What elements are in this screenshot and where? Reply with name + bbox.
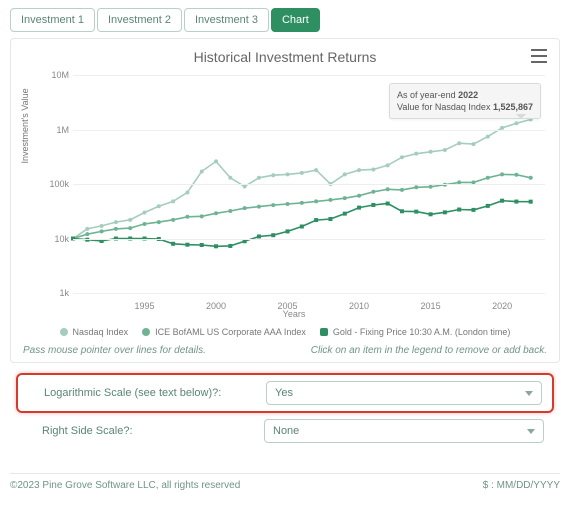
row-right-scale: Right Side Scale?: None (16, 413, 554, 449)
tab-investment-3[interactable]: Investment 3 (184, 8, 269, 32)
x-tick: 2000 (206, 301, 226, 311)
x-tick: 1995 (134, 301, 154, 311)
chart-hints: Pass mouse pointer over lines for detail… (23, 345, 547, 356)
y-tick: 1M (43, 125, 69, 135)
label-log-scale: Logarithmic Scale (see text below)?: (28, 387, 258, 399)
footer-copyright: ©2023 Pine Grove Software LLC, all right… (10, 480, 240, 491)
chevron-down-icon (527, 429, 535, 434)
x-tick: 2015 (421, 301, 441, 311)
row-log-scale: Logarithmic Scale (see text below)?: Yes (16, 373, 554, 413)
hint-left: Pass mouse pointer over lines for detail… (23, 345, 206, 356)
label-right-scale: Right Side Scale?: (26, 425, 256, 437)
chart-legend: Nasdaq Index ICE BofAML US Corporate AAA… (21, 327, 549, 337)
tab-investment-2[interactable]: Investment 2 (97, 8, 182, 32)
y-tick: 1k (43, 288, 69, 298)
legend-item-gold[interactable]: Gold - Fixing Price 10:30 A.M. (London t… (320, 327, 511, 337)
footer-format: $ : MM/DD/YYYY (483, 480, 560, 491)
chart-panel: Historical Investment Returns Investment… (10, 38, 560, 363)
chevron-down-icon (525, 391, 533, 396)
y-tick: 10M (43, 70, 69, 80)
footer: ©2023 Pine Grove Software LLC, all right… (10, 473, 560, 491)
x-tick: 2020 (492, 301, 512, 311)
chart-menu-icon[interactable] (531, 49, 547, 63)
legend-item-ice[interactable]: ICE BofAML US Corporate AAA Index (142, 327, 306, 337)
hint-right: Click on an item in the legend to remove… (311, 345, 547, 356)
chart-area[interactable]: Investment's Value As of year-end 2022 V… (39, 71, 549, 321)
x-tick: 2010 (349, 301, 369, 311)
tab-investment-1[interactable]: Investment 1 (10, 8, 95, 32)
tab-bar: Investment 1 Investment 2 Investment 3 C… (10, 8, 560, 32)
y-tick: 10k (43, 234, 69, 244)
select-log-scale[interactable]: Yes (266, 381, 542, 405)
select-right-scale[interactable]: None (264, 419, 544, 443)
chart-tooltip: As of year-end 2022 Value for Nasdaq Ind… (389, 83, 541, 119)
legend-item-nasdaq[interactable]: Nasdaq Index (60, 327, 129, 337)
y-tick: 100k (43, 179, 69, 189)
form-area: Logarithmic Scale (see text below)?: Yes… (10, 373, 560, 449)
y-axis-label: Investment's Value (20, 88, 30, 163)
x-axis-label: Years (283, 309, 306, 319)
chart-title: Historical Investment Returns (21, 49, 549, 65)
tab-chart[interactable]: Chart (271, 8, 320, 32)
